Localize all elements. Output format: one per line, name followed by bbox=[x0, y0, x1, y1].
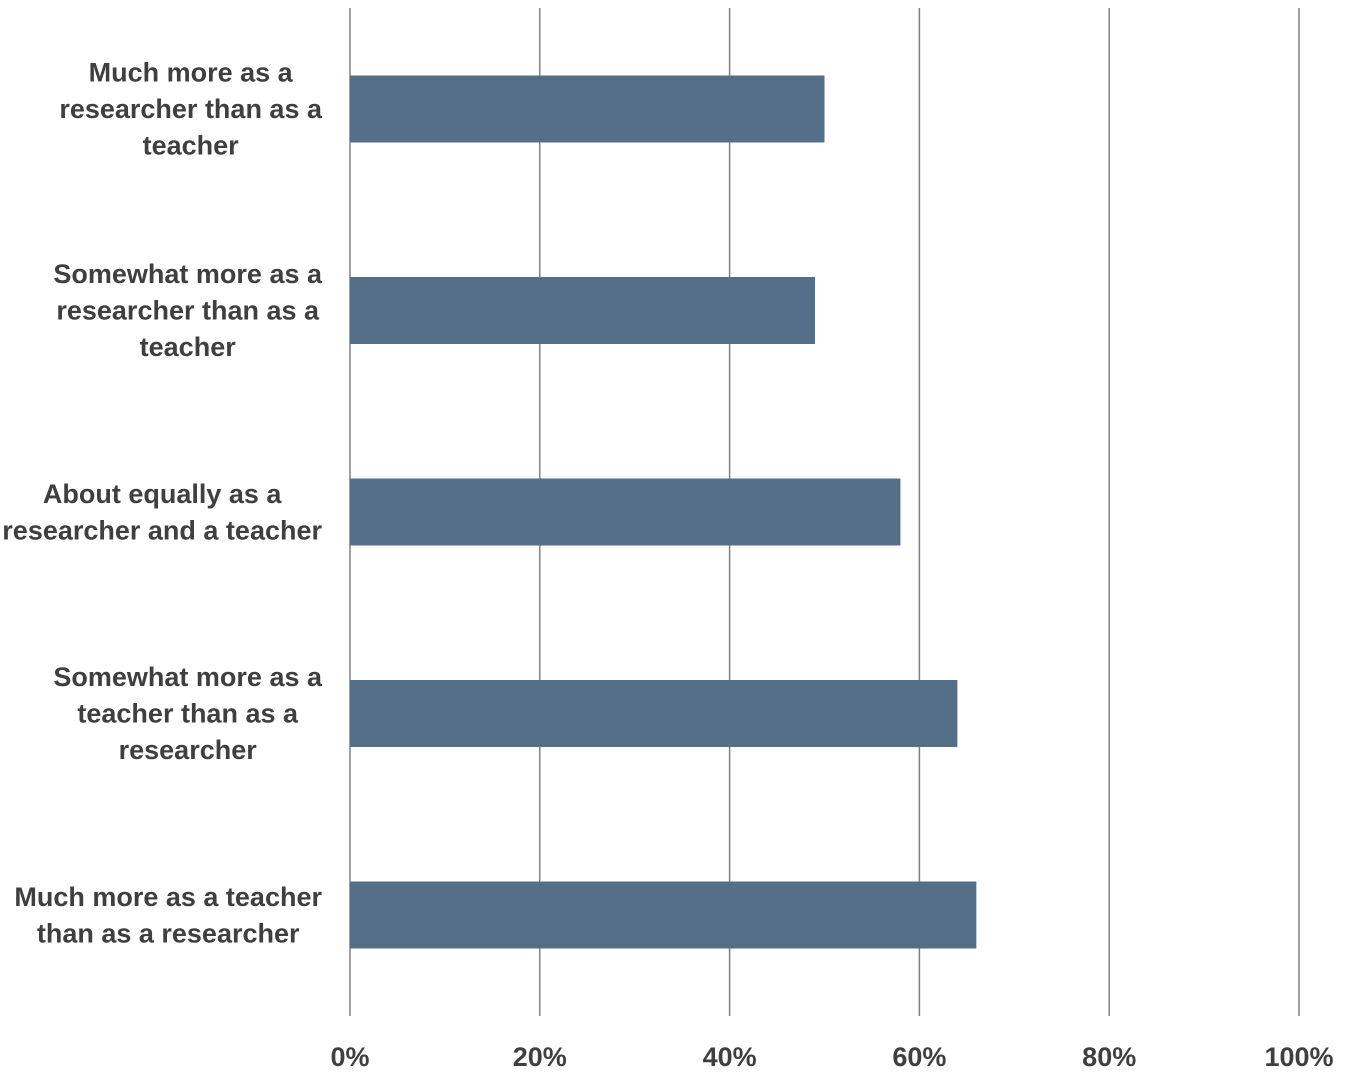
bars bbox=[350, 75, 977, 949]
x-tick-label: 20% bbox=[513, 1042, 567, 1072]
x-tick-label: 0% bbox=[330, 1042, 369, 1072]
bar bbox=[350, 680, 958, 747]
category-label-line: researcher bbox=[119, 735, 258, 765]
category-label-line: Somewhat more as a bbox=[53, 259, 323, 289]
x-tick-label: 40% bbox=[703, 1042, 757, 1072]
category-label: Much more as a teacher than as a research… bbox=[14, 882, 322, 949]
category-label-line: teacher than as a bbox=[77, 699, 299, 729]
x-tick-label: 80% bbox=[1082, 1042, 1136, 1072]
x-tick-label: 100% bbox=[1264, 1042, 1333, 1072]
x-tick-label: 60% bbox=[892, 1042, 946, 1072]
category-label-line: than as a researcher bbox=[37, 918, 300, 948]
category-label-line: researcher than as a bbox=[59, 94, 323, 124]
category-label-line: researcher than as a bbox=[56, 296, 320, 326]
category-label-line: researcher and a teacher bbox=[2, 515, 322, 545]
category-label-line: Much more as a teacher bbox=[14, 882, 322, 912]
category-label-line: teacher bbox=[140, 332, 237, 362]
category-label-line: teacher bbox=[143, 131, 240, 161]
bar bbox=[350, 75, 825, 143]
bar bbox=[350, 478, 901, 546]
category-label: Somewhat more as a researcher than as a te… bbox=[53, 259, 323, 362]
bar bbox=[350, 277, 816, 344]
bar bbox=[350, 881, 977, 949]
x-axis-tick-labels: 0% 20% 40% 60% 80% 100% bbox=[330, 1042, 1333, 1072]
category-label-line: Much more as a bbox=[89, 58, 294, 88]
category-label-line: Somewhat more as a bbox=[53, 662, 323, 692]
category-label: About equally as a researcher and a teach… bbox=[2, 479, 322, 546]
category-label: Much more as a researcher than as a teache… bbox=[59, 58, 323, 161]
category-labels: Much more as a researcher than as a teache… bbox=[2, 58, 323, 949]
category-label-line: About equally as a bbox=[43, 479, 283, 509]
category-label: Somewhat more as a teacher than as a resea… bbox=[53, 662, 323, 765]
